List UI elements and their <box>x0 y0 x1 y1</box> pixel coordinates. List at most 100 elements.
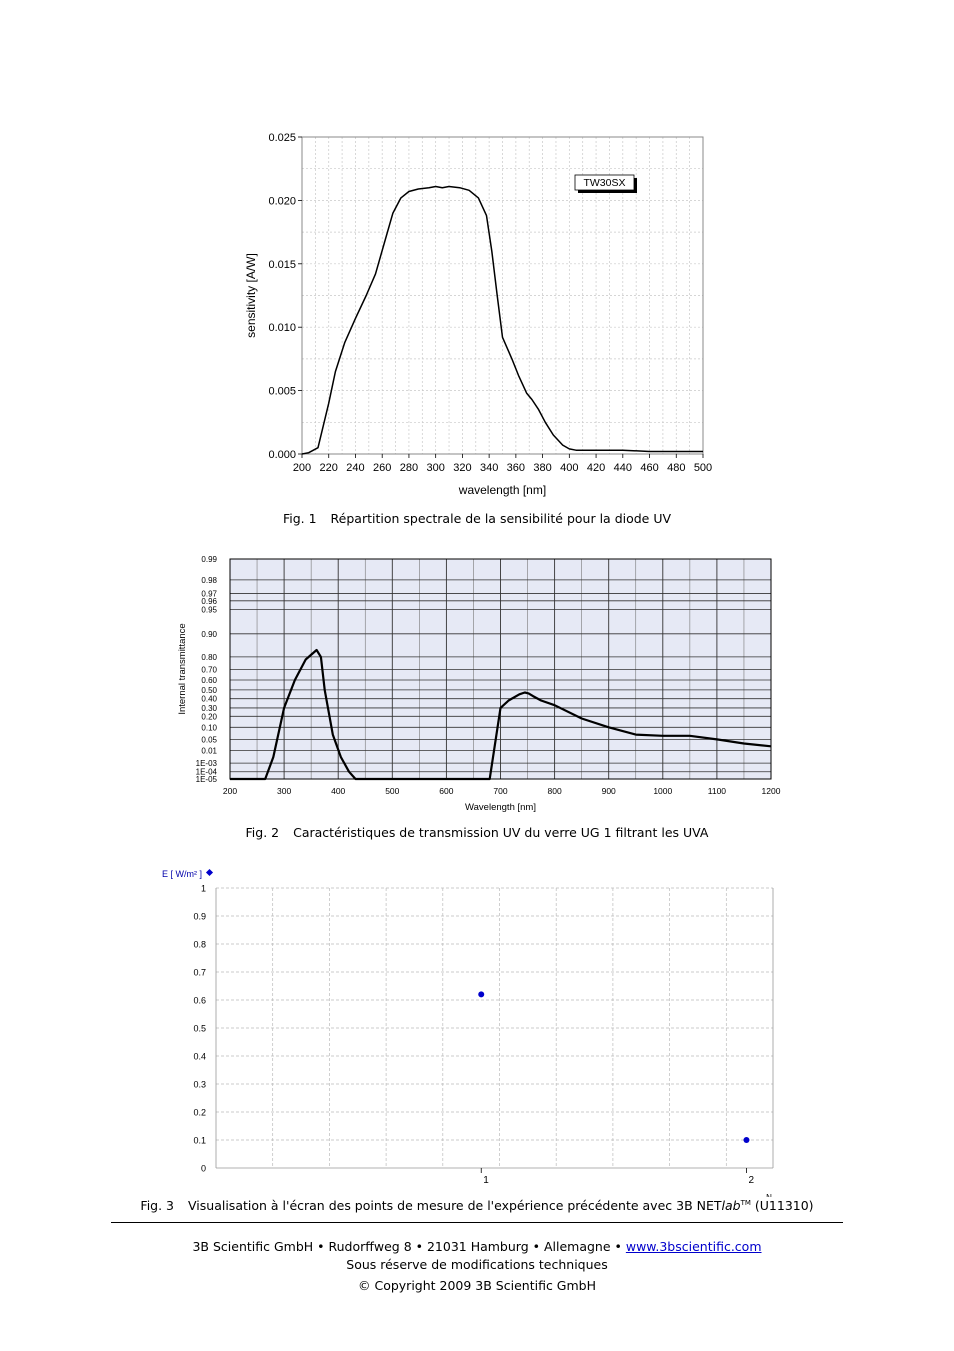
fig2-y-tick-label: 0.99 <box>201 555 217 564</box>
fig1-x-tick-label: 460 <box>640 462 658 474</box>
fig3-y-tick-label: 0.3 <box>193 1080 206 1090</box>
fig3-caption-sup: TM <box>740 1198 751 1207</box>
fig1-series-line <box>301 185 703 455</box>
fig1-y-tick-label: 0.020 <box>268 195 296 207</box>
fig2-x-axis-label: Wavelength [nm] <box>465 802 536 813</box>
fig2-y-tick-label: 0.98 <box>201 576 217 585</box>
fig2-y-tick-label: 0.90 <box>201 630 217 639</box>
footer-address: 3B Scientific GmbH • Rudorffweg 8 • 2103… <box>0 1239 954 1254</box>
fig2-y-tick-label: 0.60 <box>201 676 217 685</box>
fig1-x-tick-label: 240 <box>346 462 364 474</box>
fig2-x-tick-label: 1200 <box>762 786 781 796</box>
footer-divider <box>111 1222 843 1223</box>
fig1-legend-box <box>574 174 635 191</box>
fig2-y-tick-label: 1E-04 <box>196 768 218 777</box>
fig2-x-tick-label: 500 <box>385 786 399 796</box>
fig1-x-axis-label: wavelength [nm] <box>458 483 546 497</box>
fig1-y-tick-label: 0.010 <box>268 322 296 334</box>
fig2-y-tick-label: 0.20 <box>201 712 217 721</box>
fig1-x-tick-label: 440 <box>614 462 632 474</box>
fig1-y-tick-label: 0.015 <box>268 259 296 271</box>
fig2-x-tick-label: 1000 <box>653 786 672 796</box>
fig2-x-tick-label: 400 <box>331 786 345 796</box>
fig2-x-tick-label: 800 <box>548 786 562 796</box>
fig1-x-tick-label: 360 <box>507 462 525 474</box>
fig1-x-tick-label: 480 <box>667 462 685 474</box>
fig3-y-tick-label: 0.4 <box>193 1052 206 1062</box>
fig1-x-tick-label: 400 <box>560 462 578 474</box>
fig2-x-tick-label: 900 <box>602 786 616 796</box>
fig2-y-tick-label: 0.96 <box>201 597 217 606</box>
fig1-x-tick-label: 340 <box>480 462 498 474</box>
fig1-x-tick-label: 220 <box>320 462 338 474</box>
fig1-y-tick-label: 0.025 <box>268 132 296 144</box>
fig2-series-line <box>230 648 772 781</box>
fig3-data-point <box>478 991 485 998</box>
fig3-y-tick-label: 0 <box>201 1164 206 1174</box>
fig1-x-tick-label: 500 <box>694 462 712 474</box>
fig1-y-axis-label: sensitivity [A/W] <box>244 253 258 338</box>
fig1-y-tick-label: 0.000 <box>268 449 296 461</box>
fig2-x-tick-label: 300 <box>277 786 291 796</box>
fig3-x-tick-label: 2 <box>748 1175 754 1186</box>
fig2-y-tick-label: 0.40 <box>201 695 217 704</box>
fig3-x-tick-label: 1 <box>483 1175 489 1186</box>
fig1-caption-text: Répartition spectrale de la sensibilité … <box>330 511 672 526</box>
fig2-y-tick-label: 0.30 <box>201 704 217 713</box>
footer-address-text: 3B Scientific GmbH • Rudorffweg 8 • 2103… <box>192 1239 626 1254</box>
fig2-caption-text: Caractéristiques de transmission UV du v… <box>293 825 709 840</box>
fig3-legend-marker <box>205 868 214 877</box>
fig3-data-point <box>743 1137 750 1143</box>
fig1-x-tick-label: 200 <box>293 462 311 474</box>
fig1-caption: Fig. 1 Répartition spectrale de la sensib… <box>0 511 954 526</box>
fig1-x-tick-label: 260 <box>373 462 391 474</box>
fig3-caption-text: Visualisation à l'écran des points de me… <box>188 1198 722 1213</box>
fig3-y-tick-label: 0.1 <box>193 1136 206 1146</box>
fig3-y-tick-label: 0.2 <box>193 1108 206 1118</box>
fig3-x-axis-label: N <box>766 1193 772 1197</box>
fig1-legend-label: TW30SX <box>583 177 625 189</box>
fig3-y-tick-label: 0.9 <box>193 912 206 922</box>
footer-website-link[interactable]: www.3bscientific.com <box>625 1239 762 1254</box>
fig2-chart: 0.99 0.98 0.970.960.95 0.90 0.80 0.700.600.50… <box>177 555 781 813</box>
fig1-chart: 200 220 240 260 280 300 320 340 360 380 400 420 440 4… <box>244 132 712 497</box>
fig3-y-tick-label: 0.8 <box>193 940 206 950</box>
fig3-caption-number: Fig. 3 <box>140 1198 175 1213</box>
fig2-y-tick-label: 0.10 <box>201 723 217 732</box>
fig3-y-tick-label: 0.7 <box>193 968 206 978</box>
fig2-y-tick-label: 0.50 <box>201 686 217 695</box>
fig2-y-tick-label: 0.80 <box>201 653 217 662</box>
fig3-y-tick-label: 0.6 <box>193 996 206 1006</box>
fig2-caption-number: Fig. 2 <box>245 825 280 840</box>
fig1-x-tick-label: 420 <box>587 462 605 474</box>
fig2-y-tick-label: 0.97 <box>201 590 217 599</box>
fig3-y-axis-label: E [ W/m² ] <box>162 869 202 879</box>
fig3-y-tick-label: 0.5 <box>193 1024 206 1034</box>
fig1-x-tick-label: 320 <box>453 462 471 474</box>
fig2-x-tick-label: 1100 <box>708 786 727 796</box>
footer-copyright: © Copyright 2009 3B Scientific GmbH <box>358 1278 596 1293</box>
fig2-y-tick-label: 0.95 <box>201 606 217 615</box>
fig2-x-tick-label: 700 <box>493 786 507 796</box>
fig1-plot-frame <box>301 136 704 455</box>
fig2-y-axis-label: Internal transmittance <box>177 623 188 714</box>
fig1-y-tick-label: 0.005 <box>268 386 296 398</box>
fig1-x-tick-label: 380 <box>533 462 551 474</box>
fig3-chart: 0 0.1 0.2 0.3 0.4 0.5 0.6 0.7 0.8 0.9 1 1 2 N E [ W/m²… <box>162 868 774 1197</box>
fig1-x-tick-label: 300 <box>426 462 444 474</box>
fig1-x-tick-label: 280 <box>400 462 418 474</box>
fig2-y-tick-label: 0.70 <box>201 666 217 675</box>
fig2-x-tick-label: 600 <box>439 786 453 796</box>
fig2-y-tick-label: 0.05 <box>201 735 217 744</box>
fig3-caption-post: (U11310) <box>750 1198 814 1213</box>
fig2-y-tick-label: 0.01 <box>201 746 217 755</box>
footer-notice: Sous réserve de modifications techniques <box>346 1257 608 1272</box>
fig2-y-tick-label: 1E-03 <box>196 759 218 768</box>
fig1-caption-number: Fig. 1 <box>282 511 317 526</box>
fig3-caption-italic: lab <box>721 1198 741 1213</box>
fig3-y-tick-label: 1 <box>201 884 206 894</box>
fig3-caption: Fig. 3 Visualisation à l'écran des points… <box>0 1198 954 1213</box>
fig2-plot-frame <box>229 558 772 780</box>
fig2-x-tick-label: 200 <box>223 786 237 796</box>
fig2-y-tick-label: 1E-05 <box>196 775 218 784</box>
